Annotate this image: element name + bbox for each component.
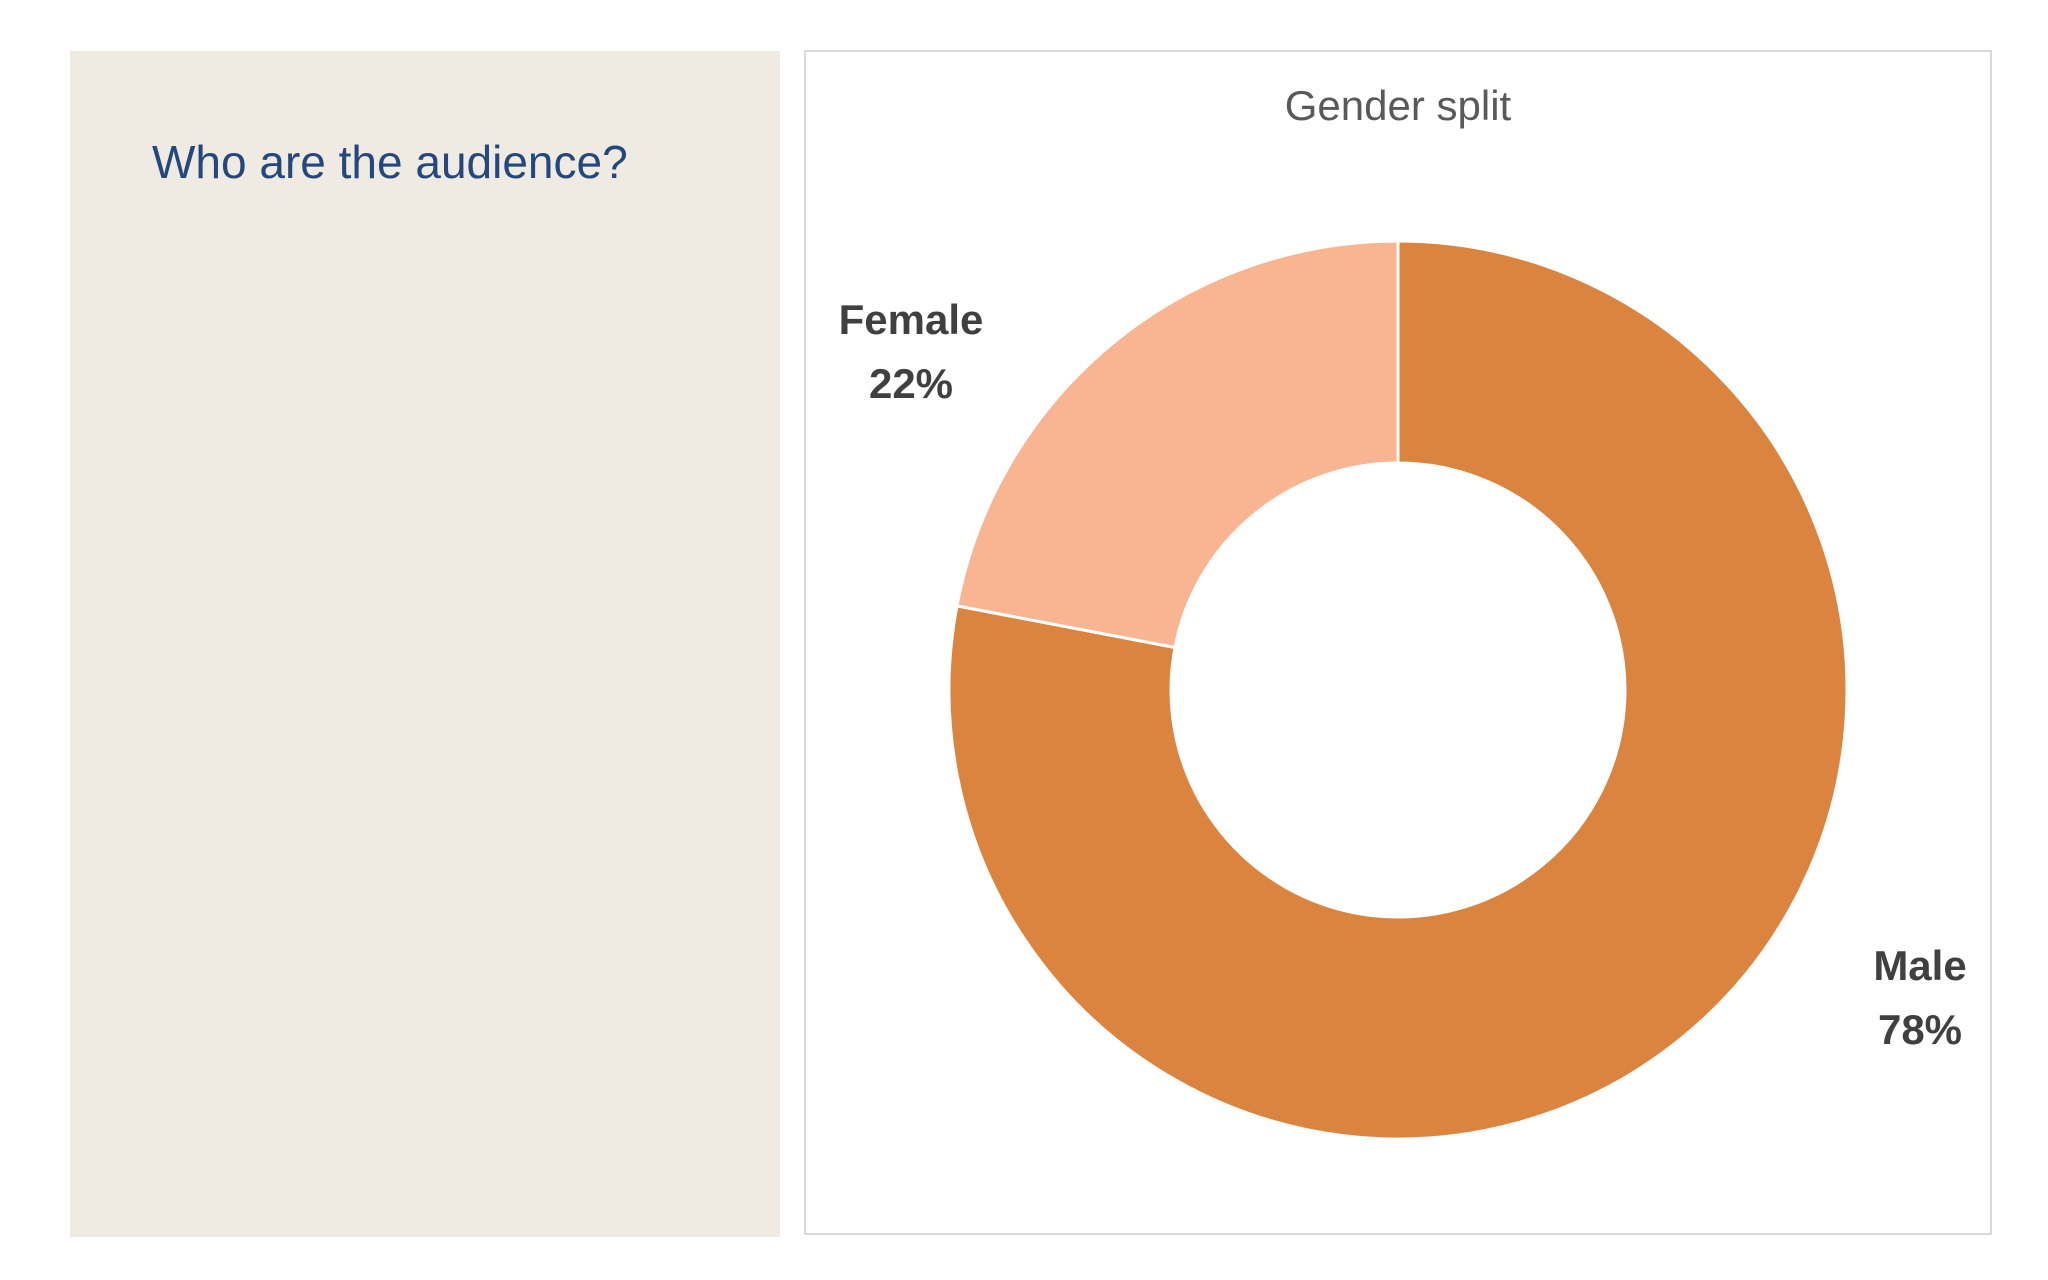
slice-male: [947, 239, 1849, 1141]
label-female-name: Female: [839, 296, 984, 343]
left-panel: Who are the audience?: [70, 51, 780, 1237]
label-male-percent: 78%: [1878, 1006, 1962, 1053]
chart-frame: Gender split Female 22% Male 78%: [804, 50, 1992, 1235]
audience-heading: Who are the audience?: [152, 136, 628, 188]
chart-title: Gender split: [1285, 82, 1512, 129]
slice-female: [955, 239, 1400, 650]
donut-labels: Female 22% Male 78%: [839, 296, 1967, 1053]
label-male-name: Male: [1873, 942, 1966, 989]
donut-slices: [947, 239, 1849, 1141]
gender-donut-chart: Gender split Female 22% Male 78%: [839, 82, 1967, 1141]
label-female-percent: 22%: [869, 360, 953, 407]
